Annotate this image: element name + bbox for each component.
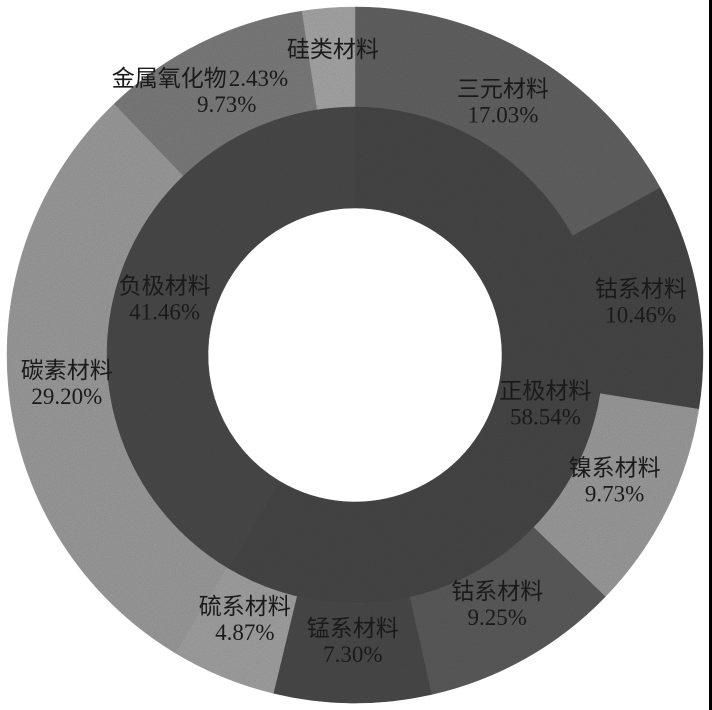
svg-text:9.25%: 9.25% — [467, 605, 526, 630]
svg-text:2.43%: 2.43% — [229, 66, 288, 91]
svg-text:正极材料: 正极材料 — [499, 378, 591, 403]
svg-text:硫系材料: 硫系材料 — [199, 594, 291, 619]
svg-text:镍系材料: 镍系材料 — [569, 455, 661, 480]
svg-text:4.87%: 4.87% — [215, 620, 274, 645]
svg-text:钴系材料: 钴系材料 — [451, 579, 543, 604]
svg-text:硅类材料: 硅类材料 — [287, 37, 379, 62]
svg-text:9.73%: 9.73% — [585, 481, 644, 506]
svg-text:10.46%: 10.46% — [605, 302, 676, 327]
svg-text:三元材料: 三元材料 — [457, 77, 549, 102]
svg-text:负极材料: 负极材料 — [119, 274, 211, 299]
svg-text:金属氧化物: 金属氧化物 — [112, 66, 227, 91]
svg-text:9.73%: 9.73% — [197, 92, 256, 117]
svg-text:29.20%: 29.20% — [31, 384, 102, 409]
svg-text:17.03%: 17.03% — [467, 103, 538, 128]
svg-text:41.46%: 41.46% — [129, 300, 200, 325]
svg-text:钴系材料: 钴系材料 — [595, 276, 687, 301]
svg-text:锰系材料: 锰系材料 — [307, 616, 399, 641]
svg-text:58.54%: 58.54% — [510, 404, 581, 429]
svg-text:碳素材料: 碳素材料 — [21, 358, 113, 383]
svg-text:7.30%: 7.30% — [323, 642, 382, 667]
